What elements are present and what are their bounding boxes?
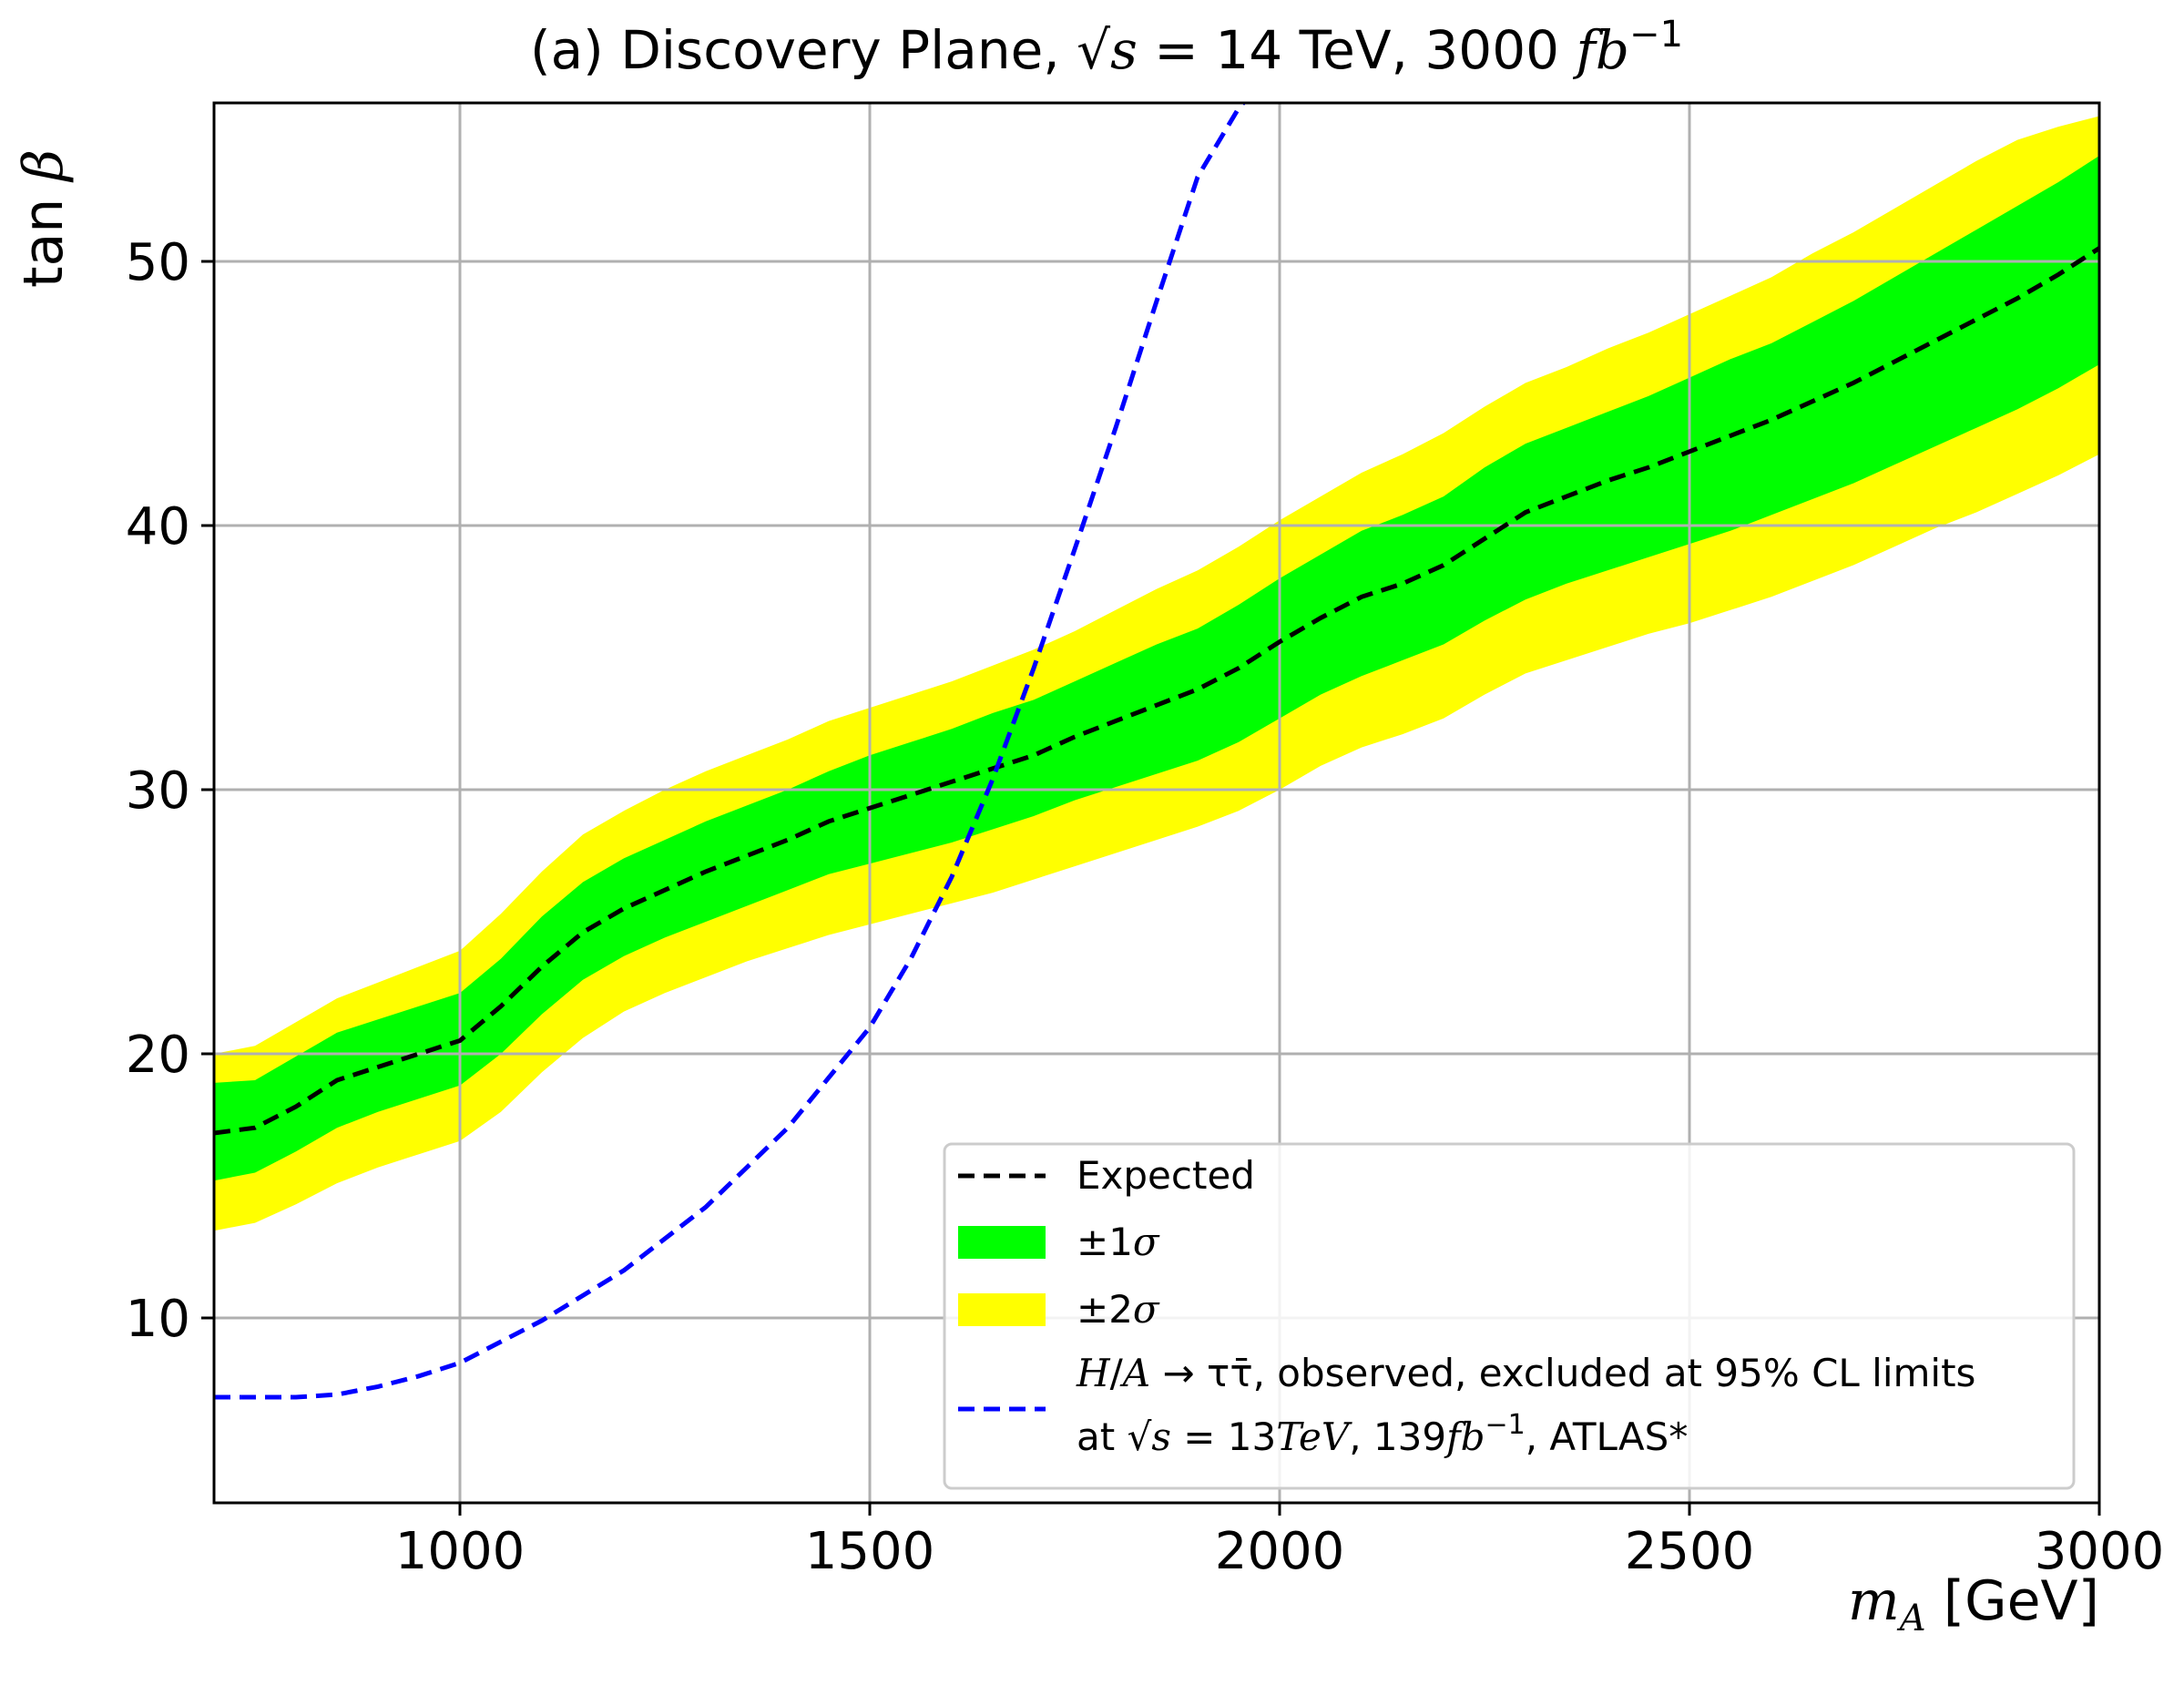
y-axis-label: tan β [12,149,76,288]
x-axis-label: mA [GeV] [1848,1569,2099,1639]
atlas-limit-line [214,103,1247,1400]
legend-atlas-label-line1: H/A → ττ̄, observed, excluded at 95% CL … [1076,1351,1975,1395]
plot-area [212,101,2101,1505]
legend-frame [943,1142,2076,1490]
legend-expected-label: Expected [1077,1153,1255,1198]
x-tick-label: 1500 [805,1522,935,1581]
axis-ticks: 1000 1500 2000 2500 3000 10 20 30 40 50 [126,233,2165,1581]
legend-sigma1-swatch [958,1226,1046,1259]
y-tick-label: 20 [126,1026,190,1085]
x-tick-label: 3000 [2035,1522,2165,1581]
y-tick-label: 40 [126,497,190,557]
y-tick-label: 30 [126,761,190,821]
legend-sigma1-label: ±1σ [1077,1220,1160,1264]
legend-sigma2-swatch [958,1293,1046,1326]
y-tick-label: 10 [126,1290,190,1349]
band-1sigma [214,156,2099,1181]
chart-title: (a) Discovery Plane, √s = 14 TeV, 3000 f… [530,14,1683,81]
legend: Expected ±1σ ±2σ H/A → ττ̄, observed, ex… [943,1142,2076,1490]
legend-atlas-label-line2: at √s = 13TeV, 139fb−1, ATLAS* [1077,1409,1688,1459]
y-tick-label: 50 [126,233,190,292]
x-tick-label: 2500 [1625,1522,1755,1581]
x-tick-label: 2000 [1215,1522,1345,1581]
plot-clipped-group [214,103,2099,1503]
x-tick-label: 1000 [395,1522,526,1581]
expected-line [214,246,2099,1136]
legend-sigma2-label: ±2σ [1077,1287,1160,1332]
axes-frame [212,101,2101,1505]
